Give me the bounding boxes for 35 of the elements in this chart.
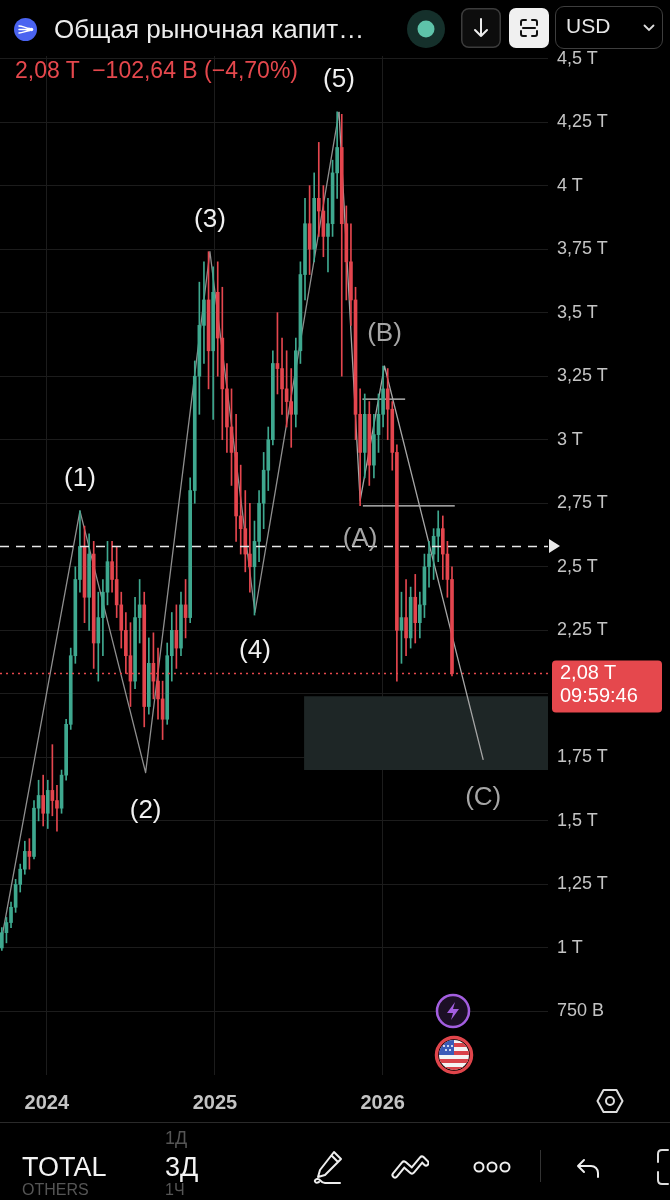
y-tick-label: 2,25 T bbox=[557, 619, 608, 640]
text: 3Д bbox=[165, 1152, 199, 1183]
y-tick-label: 1,25 T bbox=[557, 873, 608, 894]
y-tick-label: 2,75 T bbox=[557, 492, 608, 513]
annotation: (3) bbox=[194, 202, 226, 233]
annotation: (5) bbox=[323, 63, 355, 94]
ref-line-label: 2,08 T 09:59:46 bbox=[560, 661, 638, 707]
y-tick-label: 3 T bbox=[557, 428, 583, 449]
y-tick-label: 3,75 T bbox=[557, 238, 608, 259]
y-tick-label: 2,5 T bbox=[557, 555, 598, 576]
text: 1Д bbox=[165, 1127, 188, 1149]
y-tick-label: 3,5 T bbox=[557, 301, 598, 322]
x-tick-label: 2026 bbox=[360, 1090, 405, 1113]
y-tick-label: 1 T bbox=[557, 936, 583, 957]
annotation: (2) bbox=[129, 793, 162, 824]
y-tick-label: 4 T bbox=[557, 174, 583, 195]
text: 1Ч bbox=[165, 1181, 185, 1200]
y-tick-label: 750 B bbox=[557, 1000, 605, 1021]
annotation: (C) bbox=[465, 781, 502, 812]
x-tick-label: 2025 bbox=[192, 1090, 238, 1113]
y-tick-label: 1,75 T bbox=[557, 746, 608, 767]
text: TOTAL bbox=[22, 1152, 107, 1183]
chart-subtitle: 2,08 T −102,64 B (−4,70%) bbox=[15, 57, 299, 83]
text: USD bbox=[566, 13, 611, 38]
annotation: (4) bbox=[239, 633, 271, 664]
annotation: (1) bbox=[64, 462, 96, 493]
x-tick-label: 2024 bbox=[24, 1090, 70, 1113]
chart-title: Общая рыночная капит… bbox=[54, 13, 365, 46]
y-tick-label: 4,5 T bbox=[557, 47, 598, 68]
annotation: (A) bbox=[342, 521, 378, 552]
y-tick-label: 3,25 T bbox=[557, 365, 608, 386]
annotation: (B) bbox=[367, 317, 402, 348]
y-tick-label: 1,5 T bbox=[557, 809, 598, 830]
y-tick-label: 4,25 T bbox=[557, 111, 608, 132]
text: OTHERS bbox=[22, 1180, 89, 1200]
